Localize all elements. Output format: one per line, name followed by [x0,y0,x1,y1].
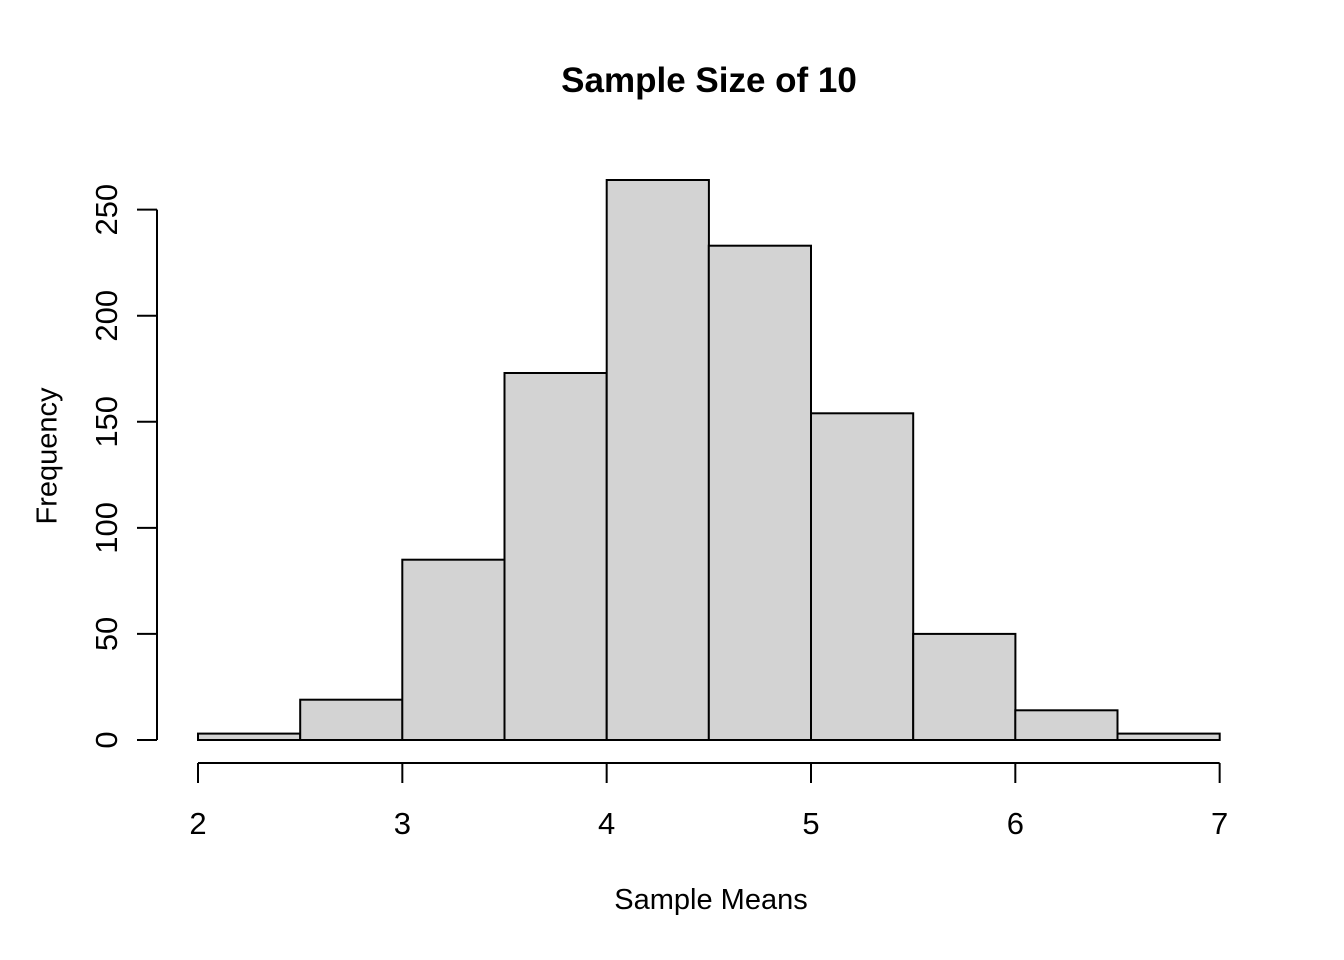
y-tick-label: 100 [89,502,124,554]
y-tick-label: 50 [89,617,124,651]
y-tick-label: 250 [89,184,124,236]
x-tick-label: 5 [802,806,819,841]
histogram-bar [299,698,404,742]
chart-title: Sample Size of 10 [561,61,857,100]
x-axis-label: Sample Means [614,884,808,916]
x-tick-label: 7 [1211,806,1228,841]
x-tick-label: 6 [1007,806,1024,841]
histogram-bar [605,179,710,741]
histogram-bar [401,558,506,742]
histogram-bar [1014,709,1119,741]
x-tick-label: 2 [189,806,206,841]
y-tick-label: 150 [89,396,124,448]
histogram-bar [912,632,1017,742]
x-tick-label: 4 [598,806,615,841]
y-tick-label: 200 [89,290,124,342]
y-tick-label: 0 [89,731,124,748]
histogram-bar [503,372,608,741]
histogram-bar [810,412,915,741]
histogram-bar [707,244,812,741]
x-tick-label: 3 [394,806,411,841]
histogram-bar [1116,732,1221,741]
y-axis-label: Frequency [31,387,64,525]
histogram-bar [197,732,302,741]
